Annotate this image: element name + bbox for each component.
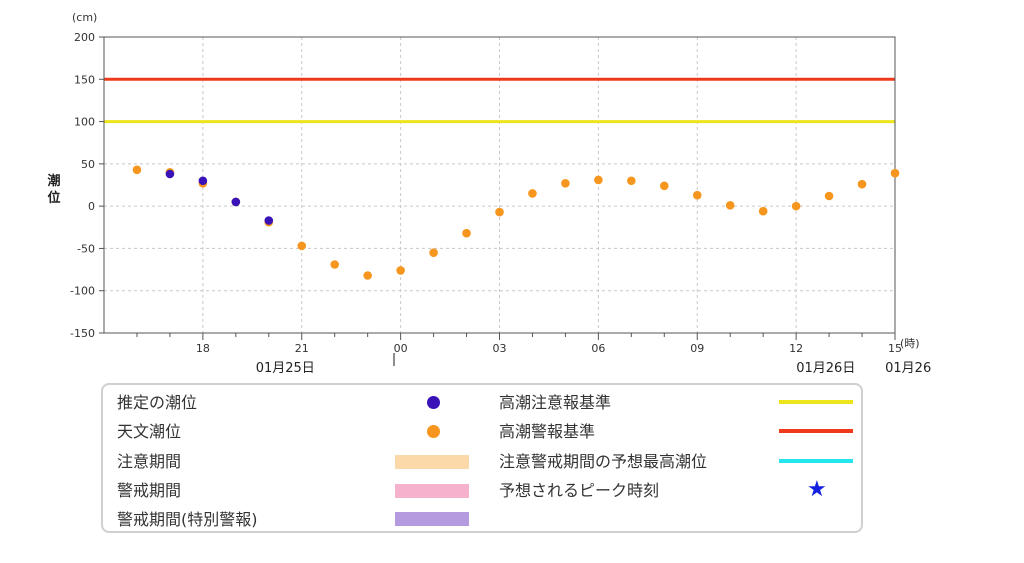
astronomical-tide-point (594, 175, 603, 185)
legend-dot-estimated (427, 396, 440, 409)
astronomical-tide-point (857, 179, 867, 189)
x-tick-label: 21 (295, 342, 309, 355)
star-icon: ★ (807, 477, 827, 502)
astronomical-tide-point (659, 181, 669, 191)
astronomical-tide-point (725, 200, 735, 210)
estimated-tide-point (231, 197, 241, 207)
y-axis-label: 潮位 (47, 173, 60, 206)
y-tick-label: -50 (77, 242, 95, 255)
x-tick-label: 06 (591, 342, 605, 355)
x-tick-label: 15 (888, 342, 902, 355)
legend-label-estimated: 推定の潮位 (117, 393, 198, 412)
y-tick-label: 150 (74, 73, 95, 86)
reference-lines (104, 77, 895, 124)
astronomical-tide-point (627, 176, 636, 186)
astronomical-tide-point (462, 228, 471, 238)
astronomical-tide-point (330, 260, 340, 269)
astronomical-tide-point (692, 190, 702, 200)
astronomical-tide-point (528, 189, 537, 198)
chart-grid (104, 37, 895, 333)
date-label: 01月25日 (256, 361, 315, 376)
y-tick-label: -150 (70, 327, 95, 340)
astronomical-tide-point (561, 179, 570, 188)
legend-line-forecast (779, 459, 853, 463)
legend-label-astronomical: 天文潮位 (117, 422, 182, 441)
astronomical-tide-point (791, 201, 801, 211)
legend-line-caution (779, 400, 853, 404)
estimated-tide-point (165, 169, 175, 179)
estimated-tide-point (264, 216, 274, 225)
y-tick-label: 0 (88, 200, 95, 213)
y-tick-label: 50 (81, 158, 95, 171)
y-tick-label: -100 (70, 285, 95, 298)
legend-band-caution (395, 455, 469, 469)
astronomical-tide-point (758, 206, 768, 216)
legend-label-caution-criterion: 高潮注意報基準 (499, 393, 612, 412)
y-tick-label: 100 (74, 116, 95, 129)
legend-label-forecast-max: 注意警戒期間の予想最高潮位 (499, 452, 708, 471)
astronomical-tide-point (429, 248, 438, 257)
legend-label-warning-period: 警戒期間 (117, 481, 182, 500)
x-tick-label: 12 (789, 342, 803, 355)
x-tick-label: 09 (690, 342, 704, 355)
astronomical-tide-point (363, 271, 372, 280)
estimated-tide-point (198, 176, 208, 186)
legend-label-caution-period: 注意期間 (117, 452, 182, 471)
y-unit-label: (cm) (72, 11, 97, 24)
date-label: 01月26 (885, 361, 931, 376)
legend-dot-astronomical (427, 425, 440, 438)
legend-band-warning (395, 484, 469, 498)
astronomical-tide-point (495, 207, 504, 217)
x-tick-label: 03 (493, 342, 507, 355)
astronomical-tide-point (890, 168, 900, 178)
legend-band-special (395, 512, 469, 526)
legend-label-warning-criterion: 高潮警報基準 (499, 422, 596, 441)
astronomical-tide-point (824, 191, 834, 201)
x-axis: 18 21 00 03 06 09 12 15 01月25日 01月26日 01月26 (136, 333, 931, 376)
legend-label-peak-time: 予想されるピーク時刻 (499, 481, 660, 500)
x-tick-label: 18 (196, 342, 210, 355)
legend-line-warning (779, 429, 853, 433)
data-points (132, 165, 900, 280)
legend-label-special-warning-period: 警戒期間(特別警報) (117, 510, 258, 529)
tide-chart: 200 150 100 50 0 -50 -100 -150 18 21 00 03 06 09 12 15… (47, 11, 931, 376)
date-label: 01月26日 (796, 361, 855, 376)
legend-panel: 推定の潮位 天文潮位 注意期間 警戒期間 警戒期間(特別警報) 高潮注意報基準 … (101, 383, 863, 533)
astronomical-tide-point (396, 266, 405, 275)
y-axis: 200 150 100 50 0 -50 -100 -150 (70, 31, 104, 340)
astronomical-tide-point (297, 241, 307, 251)
x-unit-label: (時) (900, 337, 920, 350)
x-tick-label: 00 (394, 342, 408, 355)
y-tick-label: 200 (74, 31, 95, 44)
astronomical-tide-point (132, 165, 142, 175)
